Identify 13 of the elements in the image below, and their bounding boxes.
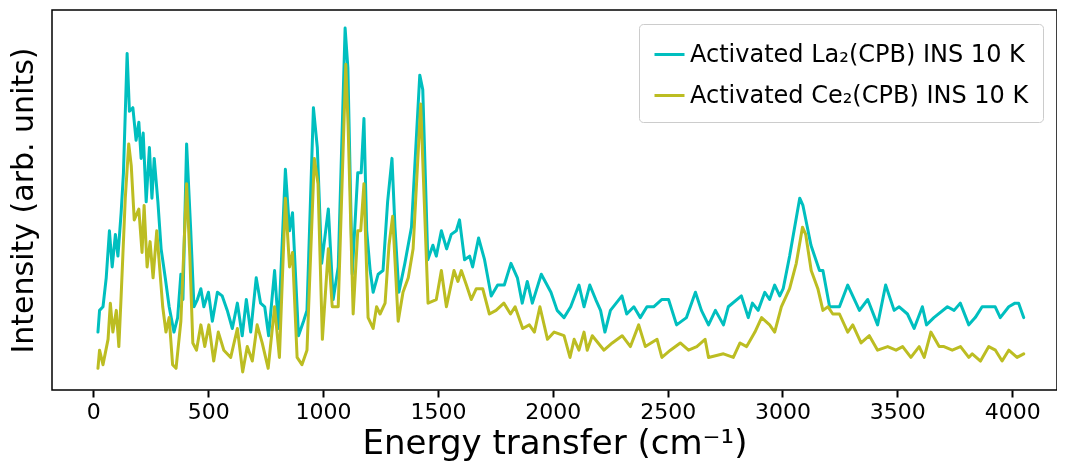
x-tick-label: 500 [187,398,230,424]
x-tick-label: 1500 [410,398,467,424]
x-tick-label: 0 [86,398,101,424]
x-axis-title: Energy transfer (cm⁻¹) [362,421,748,462]
x-tick-label: 3000 [754,398,811,424]
x-tick-label: 4000 [984,398,1041,424]
y-axis-title: Intensity (arb. units) [4,47,40,354]
x-tick-label: 3500 [869,398,926,424]
legend-label: Activated La₂(CPB) INS 10 K [690,39,1027,68]
x-tick-label: 2500 [640,398,697,424]
x-tick-label: 1000 [295,398,352,424]
x-tick-label: 2000 [525,398,582,424]
legend-label: Activated Ce₂(CPB) INS 10 K [690,80,1030,109]
